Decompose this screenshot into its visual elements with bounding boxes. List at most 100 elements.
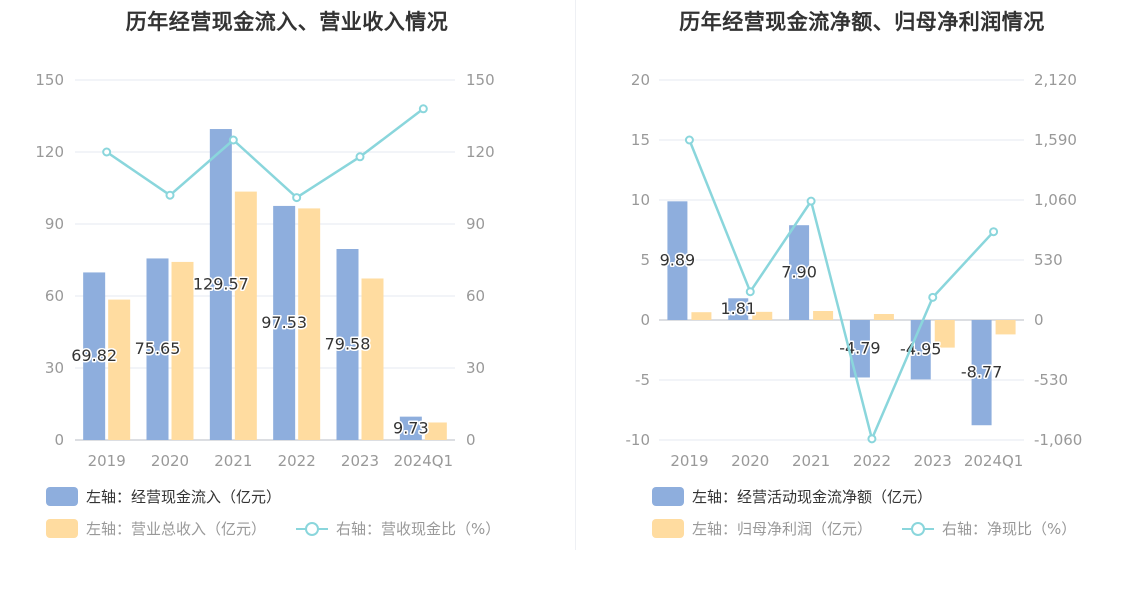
bar[interactable]	[298, 208, 321, 440]
legend-item-net-profit[interactable]: 左轴：归母净利润（亿元）	[652, 518, 872, 539]
x-axis-tick-label: 2023	[341, 452, 379, 470]
data-label: 69.82	[71, 346, 117, 365]
chart-panel-cash-inflow: 历年经营现金流入、营业收入情况 0 0 30 30 60 60 90 90 120 120 150 1…	[0, 0, 574, 560]
x-axis-tick-label: 2021	[792, 452, 830, 470]
bar[interactable]	[873, 314, 894, 320]
legend-item-cash-inflow[interactable]: 左轴：经营现金流入（亿元）	[46, 486, 281, 507]
line-point[interactable]	[418, 104, 428, 114]
x-axis-tick-label: 2019	[670, 452, 708, 470]
bar[interactable]	[849, 320, 870, 378]
bar[interactable]	[146, 258, 169, 440]
data-label: 97.53	[261, 313, 307, 332]
line-point[interactable]	[355, 152, 365, 162]
left-axis-tick-label: 10	[631, 191, 650, 209]
data-label: 79.58	[325, 335, 371, 354]
chart-plot-cash-inflow: 0 0 30 30 60 60 90 90 120 120 150 150 2019 2020 2021 20…	[35, 71, 495, 470]
legend-label: 左轴：归母净利润（亿元）	[692, 520, 873, 538]
right-axis-tick-label: 150	[466, 71, 495, 89]
left-axis-tick-label: 20	[631, 71, 650, 89]
bar[interactable]	[813, 311, 834, 320]
left-axis-tick-label: 15	[631, 131, 650, 149]
data-label: 9.73	[393, 418, 429, 437]
bar[interactable]	[361, 278, 384, 440]
bar-swatch-icon	[652, 487, 684, 506]
bar-swatch-icon	[46, 487, 78, 506]
x-axis-tick-label: 2024Q1	[964, 452, 1024, 470]
series-line	[105, 107, 425, 199]
data-label: -4.95	[900, 340, 941, 359]
line-point[interactable]	[684, 135, 694, 145]
x-axis-tick-label: 2021	[214, 452, 252, 470]
chart-title: 历年经营现金流入、营业收入情况	[125, 10, 449, 34]
line-point[interactable]	[292, 193, 302, 203]
right-axis-tick-label: 0	[466, 431, 476, 449]
x-axis-tick-label: 2019	[88, 452, 126, 470]
line-point[interactable]	[102, 147, 112, 157]
line-point[interactable]	[928, 292, 938, 302]
line-point[interactable]	[165, 190, 175, 200]
x-axis-tick-label: 2022	[853, 452, 891, 470]
chart-plot-net-cash-flow: -10 -1,060 -5 -530 0 0 5 530 10 1,060 15 1,590 20 2,1…	[626, 71, 1083, 470]
line-point[interactable]	[228, 135, 238, 145]
x-axis-tick-label: 2020	[731, 452, 769, 470]
data-label: 1.81	[720, 299, 756, 318]
left-axis-tick-label: 150	[35, 71, 64, 89]
x-axis-tick-label: 2024Q1	[394, 452, 454, 470]
right-axis-tick-label: -530	[1034, 371, 1068, 389]
bar[interactable]	[108, 299, 131, 440]
bar[interactable]	[171, 261, 194, 440]
data-label: 9.89	[660, 251, 696, 270]
right-axis-tick-label: 0	[1034, 311, 1044, 329]
bar[interactable]	[209, 129, 232, 441]
legend-label: 右轴：营收现金比（%）	[336, 520, 501, 538]
bar[interactable]	[667, 201, 688, 320]
legend-item-net-cash-flow[interactable]: 左轴：经营活动现金流净额（亿元）	[652, 486, 932, 507]
line-point[interactable]	[989, 227, 999, 237]
bar-swatch-icon	[46, 519, 78, 538]
bar[interactable]	[336, 249, 359, 440]
left-axis-tick-label: 5	[640, 251, 650, 269]
bar[interactable]	[234, 191, 257, 440]
x-axis-tick-label: 2023	[914, 452, 952, 470]
chart-title: 历年经营现金流净额、归母净利润情况	[679, 10, 1045, 34]
bar[interactable]	[971, 320, 992, 426]
right-axis-tick-label: 60	[466, 287, 485, 305]
data-label: 75.65	[135, 339, 181, 358]
legend-label: 左轴：经营活动现金流净额（亿元）	[692, 488, 933, 506]
legend-item-cash-ratio[interactable]: 右轴：营收现金比（%）	[296, 518, 500, 539]
bar[interactable]	[789, 225, 810, 320]
data-label: 129.57	[193, 275, 249, 294]
bar[interactable]	[728, 298, 749, 320]
left-axis-tick-label: 90	[45, 215, 64, 233]
right-axis-tick-label: 30	[466, 359, 485, 377]
bar[interactable]	[995, 320, 1016, 335]
legend-label: 右轴：净现比（%）	[942, 520, 1077, 538]
left-axis-tick-label: 30	[45, 359, 64, 377]
left-axis-tick-label: 60	[45, 287, 64, 305]
bar[interactable]	[399, 416, 422, 440]
legend-label: 左轴：营业总收入（亿元）	[86, 520, 267, 538]
legend-item-net-cash-ratio[interactable]: 右轴：净现比（%）	[902, 518, 1076, 539]
right-axis-tick-label: 120	[466, 143, 495, 161]
data-label: 7.90	[781, 263, 817, 282]
line-point[interactable]	[867, 434, 877, 444]
legend-label: 左轴：经营现金流入（亿元）	[86, 488, 282, 506]
legend-item-revenue[interactable]: 左轴：营业总收入（亿元）	[46, 518, 266, 539]
bar-swatch-icon	[652, 519, 684, 538]
bar[interactable]	[752, 311, 773, 320]
bar[interactable]	[424, 422, 447, 440]
left-axis-tick-label: 0	[640, 311, 650, 329]
right-axis-tick-label: 530	[1034, 251, 1063, 269]
bar[interactable]	[83, 272, 106, 440]
series-line	[688, 139, 995, 441]
bar[interactable]	[691, 312, 712, 320]
left-axis-tick-label: -10	[626, 431, 651, 449]
left-axis-tick-label: 120	[35, 143, 64, 161]
line-point[interactable]	[745, 287, 755, 297]
bar[interactable]	[273, 205, 296, 440]
bar[interactable]	[934, 320, 955, 348]
chart-panel-net-cash-flow: 历年经营现金流净额、归母净利润情况 -10 -1,060 -5 -530 0 0 5 530 1…	[576, 0, 1148, 560]
right-axis-tick-label: 90	[466, 215, 485, 233]
left-axis-tick-label: -5	[635, 371, 650, 389]
line-point[interactable]	[806, 196, 816, 206]
